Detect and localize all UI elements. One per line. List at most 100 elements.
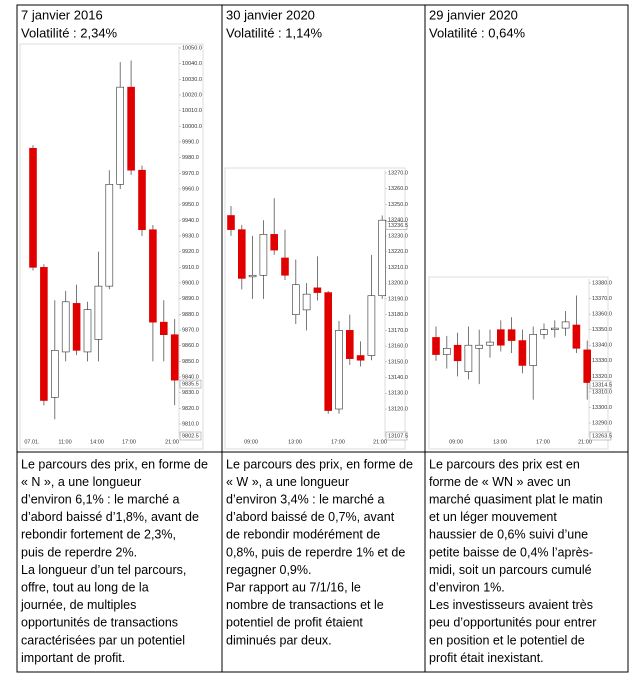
low-price-box <box>385 431 408 441</box>
y-tick-label: 13210.0 <box>388 265 408 271</box>
candle-body <box>302 293 311 311</box>
paragraph-line: journée, de multiples <box>20 598 136 612</box>
last-price-label: 13236.5 <box>388 223 408 229</box>
candle-body <box>496 329 505 346</box>
y-tick-label: 9850.0 <box>182 359 199 365</box>
paragraph-line: haussier de 0,6% suivi d’une <box>429 528 588 542</box>
paragraph-line: d’abord baissé d’1,8%, avant de <box>21 510 199 524</box>
paragraph-line: Par rapport au 7/1/16, le <box>226 580 361 594</box>
volatility: Volatilité : 2,34% <box>21 25 118 40</box>
y-tick-label: 9920.0 <box>182 249 199 255</box>
paragraph-line: rebondir fortement de 2,3%, <box>21 528 176 542</box>
y-tick-label: 13380.0 <box>592 280 612 286</box>
paragraph-line: caractérisées par un potentiel <box>21 633 185 647</box>
candle-body <box>127 86 135 171</box>
x-tick-label: 21:00 <box>373 439 387 445</box>
y-tick-label: 9820.0 <box>182 406 199 412</box>
candle-body <box>378 219 387 297</box>
paragraph-line: peu d’opportunités pour entrer <box>429 616 596 630</box>
paragraph-line: 0,8%, puis de reperdre 1% et de <box>226 545 405 559</box>
paragraph-line: regagner 0,9%. <box>226 563 311 577</box>
x-tick-label: 09:00 <box>244 439 258 445</box>
y-tick-label: 10010.0 <box>182 108 202 114</box>
paragraph-line: puis de reperdre 2%. <box>21 545 137 559</box>
candle-body <box>518 340 527 366</box>
paragraph-line: Les investisseurs avaient très <box>429 598 593 612</box>
candle-body <box>291 284 300 315</box>
last-price-box <box>385 221 408 230</box>
y-tick-label: 10000.0 <box>182 124 202 130</box>
y-tick-label: 13370.0 <box>592 296 612 302</box>
y-tick-label: 10050.0 <box>182 45 202 51</box>
candle-body <box>367 295 376 356</box>
candle-body <box>83 309 92 353</box>
paragraph-line: forme de « WN » avec un <box>429 475 571 489</box>
candle-body <box>248 274 257 278</box>
candle-body <box>94 285 103 340</box>
y-tick-label: 13290.0 <box>592 420 612 426</box>
x-tick-label: 11:00 <box>58 439 71 445</box>
candle-body <box>238 229 246 279</box>
candle-body <box>313 287 322 293</box>
low-price-box <box>179 431 202 441</box>
y-tick-label: 13160.0 <box>388 344 408 350</box>
candle-body <box>529 334 538 366</box>
y-tick-label: 13350.0 <box>592 327 612 333</box>
y-tick-label: 9940.0 <box>182 218 199 224</box>
low-price-label: 13263.5 <box>592 433 612 439</box>
paragraph-line: d’abord baissé de 0,7%, avant <box>226 510 395 524</box>
paragraph-line: offre, tout au long de la <box>21 580 149 594</box>
y-tick-label: 13180.0 <box>388 312 408 318</box>
paragraph-line: nombre de transactions et le <box>226 598 384 612</box>
candle-body <box>259 234 268 276</box>
paragraph-line: midi, soit un parcours cumulé <box>429 563 592 577</box>
candle-body <box>464 344 473 372</box>
paragraph-line: en position et le potentiel de <box>429 633 585 647</box>
low-price-label: 13107.5 <box>388 433 408 439</box>
candle-body <box>149 229 157 323</box>
y-tick-label: 9960.0 <box>182 186 199 192</box>
x-tick-label: 14:00 <box>90 439 104 445</box>
x-tick-label: 17:00 <box>331 439 345 445</box>
paragraph-line: La longueur d’un tel parcours, <box>21 563 186 577</box>
last-price-box <box>589 380 612 390</box>
candle-body <box>61 301 70 353</box>
paragraph-line: important de profit. <box>21 651 125 665</box>
paragraph-line: profit était inexistant. <box>429 651 544 665</box>
candle-body <box>270 234 279 251</box>
candle-body <box>561 321 570 329</box>
paragraph-line: « W », a une longueur <box>226 475 349 489</box>
y-tick-label: 9950.0 <box>182 202 199 208</box>
y-tick-label: 13340.0 <box>592 343 612 349</box>
candle-body <box>550 327 559 330</box>
y-tick-label: 9970.0 <box>182 171 199 177</box>
y-tick-label: 9810.0 <box>182 421 199 427</box>
paragraph-line: potentiel de profit étaient <box>226 616 363 630</box>
y-tick-label: 13260.0 <box>388 186 408 192</box>
y-tick-label: 13320.0 <box>592 374 612 380</box>
candle-body <box>324 292 333 411</box>
chart-area <box>224 167 406 450</box>
x-tick-label: 21:00 <box>578 439 592 445</box>
candle-body <box>572 324 581 349</box>
x-tick-label: 09:00 <box>449 439 463 445</box>
candle-body <box>475 344 484 349</box>
candle-body <box>356 355 365 361</box>
y-tick-label: 13330.0 <box>592 358 612 364</box>
candle-body <box>432 337 440 355</box>
y-tick-label: 9980.0 <box>182 155 199 161</box>
candle-body <box>507 329 516 341</box>
last-price-box <box>179 379 202 389</box>
date: 30 janvier 2020 <box>226 7 315 22</box>
candle-body <box>170 334 179 381</box>
y-tick-label: 9880.0 <box>182 312 199 318</box>
y-tick-label: 9910.0 <box>182 265 199 271</box>
x-tick-label: 21:00 <box>165 439 179 445</box>
candle-body <box>227 215 235 230</box>
y-tick-label: 13140.0 <box>388 375 408 381</box>
candle-body <box>138 169 146 231</box>
last-price-label: 13314.5 <box>592 382 612 388</box>
paragraph-line: diminués par deux. <box>226 633 332 647</box>
candle-body <box>486 341 494 346</box>
